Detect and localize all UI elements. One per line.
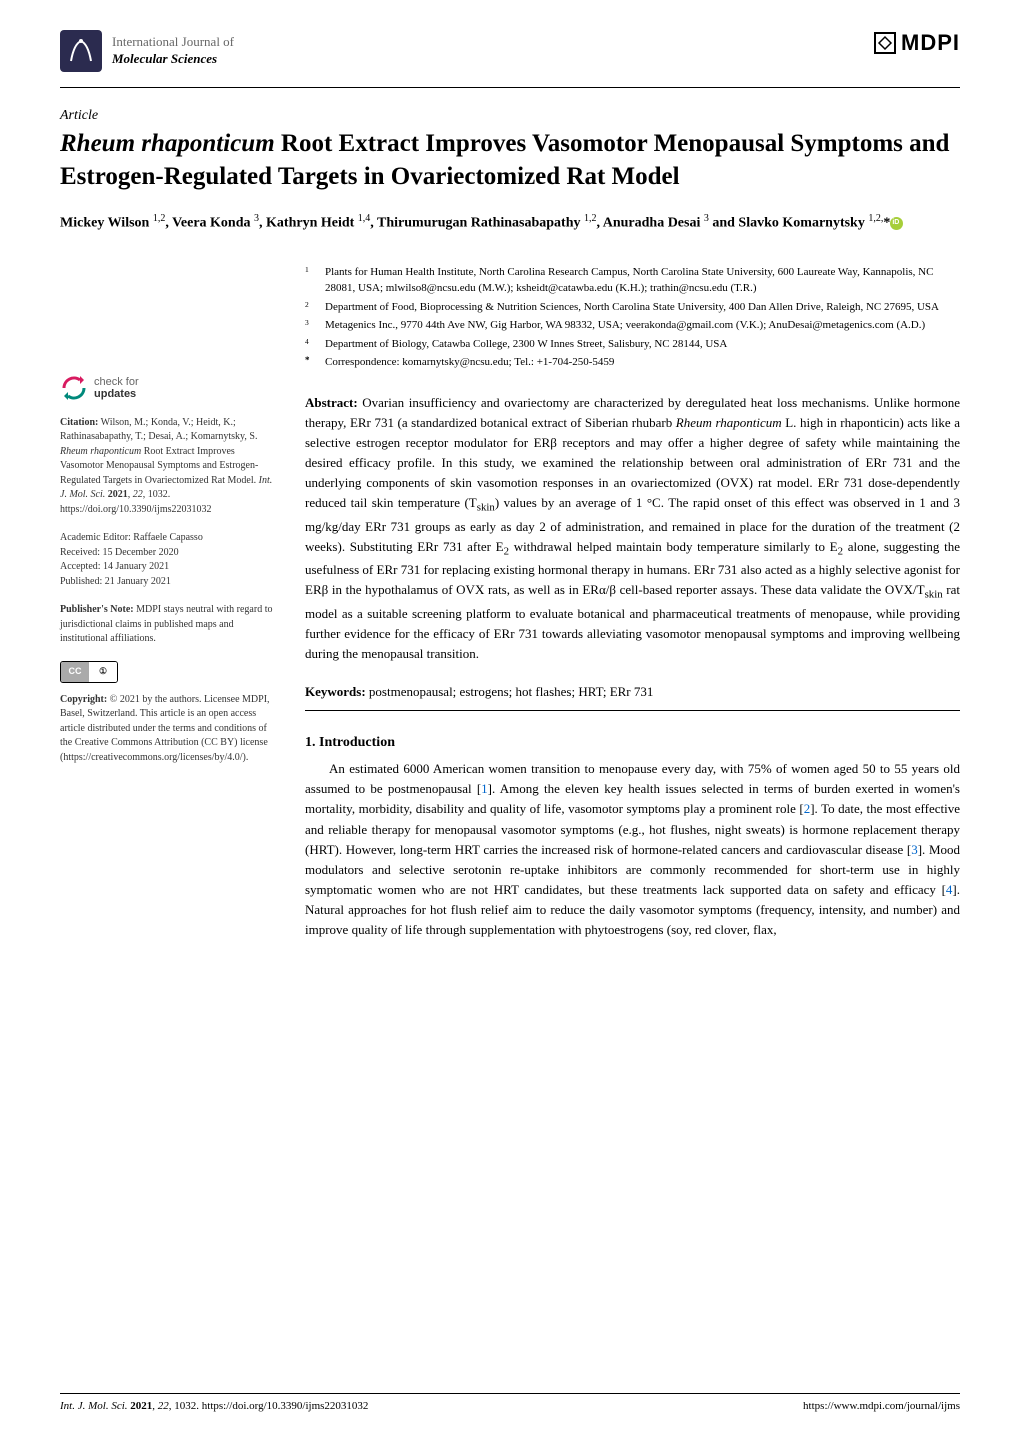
sidebar: check for updates Citation: Wilson, M.; …: [60, 264, 275, 941]
cc-icon: CC: [61, 662, 89, 682]
affiliation-2: Department of Food, Bioprocessing & Nutr…: [325, 299, 939, 316]
affiliation-4: Department of Biology, Catawba College, …: [325, 336, 727, 353]
section-1-body: An estimated 6000 American women transit…: [305, 759, 960, 940]
journal-name-line2: Molecular Sciences: [112, 51, 234, 68]
footer-right[interactable]: https://www.mdpi.com/journal/ijms: [803, 1400, 960, 1412]
abstract-label: Abstract:: [305, 395, 358, 410]
affiliation-3: Metagenics Inc., 9770 44th Ave NW, Gig H…: [325, 317, 925, 334]
publisher-note: Publisher's Note: MDPI stays neutral wit…: [60, 603, 275, 647]
keywords-rule: [305, 710, 960, 711]
check-updates[interactable]: check for updates: [60, 374, 275, 402]
date-published: Published: 21 January 2021: [60, 575, 275, 590]
cite-2[interactable]: 2: [804, 801, 811, 816]
cite-4[interactable]: 4: [946, 882, 953, 897]
mdpi-icon: [873, 31, 897, 55]
keywords-label: Keywords:: [305, 684, 366, 699]
journal-logo-icon: [60, 30, 102, 72]
editor-block: Academic Editor: Raffaele Capasso Receiv…: [60, 531, 275, 589]
copyright-block: Copyright: © 2021 by the authors. Licens…: [60, 693, 275, 766]
citation-block: Citation: Wilson, M.; Konda, V.; Heidt, …: [60, 416, 275, 518]
keywords: Keywords: postmenopausal; estrogens; hot…: [305, 684, 960, 700]
author-list: Mickey Wilson 1,2, Veera Konda 3, Kathry…: [60, 211, 960, 234]
orcid-icon[interactable]: [890, 217, 903, 230]
keywords-text: postmenopausal; estrogens; hot flashes; …: [369, 684, 653, 699]
publisher-logo: MDPI: [873, 30, 960, 56]
cite-1[interactable]: 1: [481, 781, 488, 796]
date-received: Received: 15 December 2020: [60, 546, 275, 561]
check-updates-icon: [60, 374, 88, 402]
affiliations: 1Plants for Human Health Institute, Nort…: [305, 264, 960, 371]
footer-left: Int. J. Mol. Sci. 2021, 22, 1032. https:…: [60, 1400, 368, 1412]
article-title: Rheum rhaponticum Root Extract Improves …: [60, 128, 960, 193]
section-1-heading: 1. Introduction: [305, 735, 960, 751]
date-accepted: Accepted: 14 January 2021: [60, 560, 275, 575]
affiliation-1: Plants for Human Health Institute, North…: [325, 264, 960, 297]
header-rule: [60, 87, 960, 88]
cite-3[interactable]: 3: [911, 842, 918, 857]
academic-editor: Academic Editor: Raffaele Capasso: [60, 531, 275, 546]
journal-logo: International Journal of Molecular Scien…: [60, 30, 234, 72]
journal-name: International Journal of Molecular Scien…: [112, 34, 234, 68]
abstract: Abstract: Ovarian insufficiency and ovar…: [305, 393, 960, 665]
by-icon: ①: [89, 662, 117, 682]
page-header: International Journal of Molecular Scien…: [0, 0, 1020, 82]
main-column: 1 Plants for Human Health Institute, Nort…: [305, 264, 960, 941]
publisher-logo-text: MDPI: [901, 30, 960, 56]
page-footer: Int. J. Mol. Sci. 2021, 22, 1032. https:…: [60, 1393, 960, 1412]
check-updates-line1: check for: [94, 376, 139, 388]
cc-license-badge: CC ①: [60, 661, 275, 683]
correspondence: Correspondence: komarnytsky@ncsu.edu; Te…: [325, 354, 614, 371]
journal-name-line1: International Journal of: [112, 34, 234, 51]
check-updates-line2: updates: [94, 388, 139, 400]
article-type: Article: [60, 108, 960, 124]
